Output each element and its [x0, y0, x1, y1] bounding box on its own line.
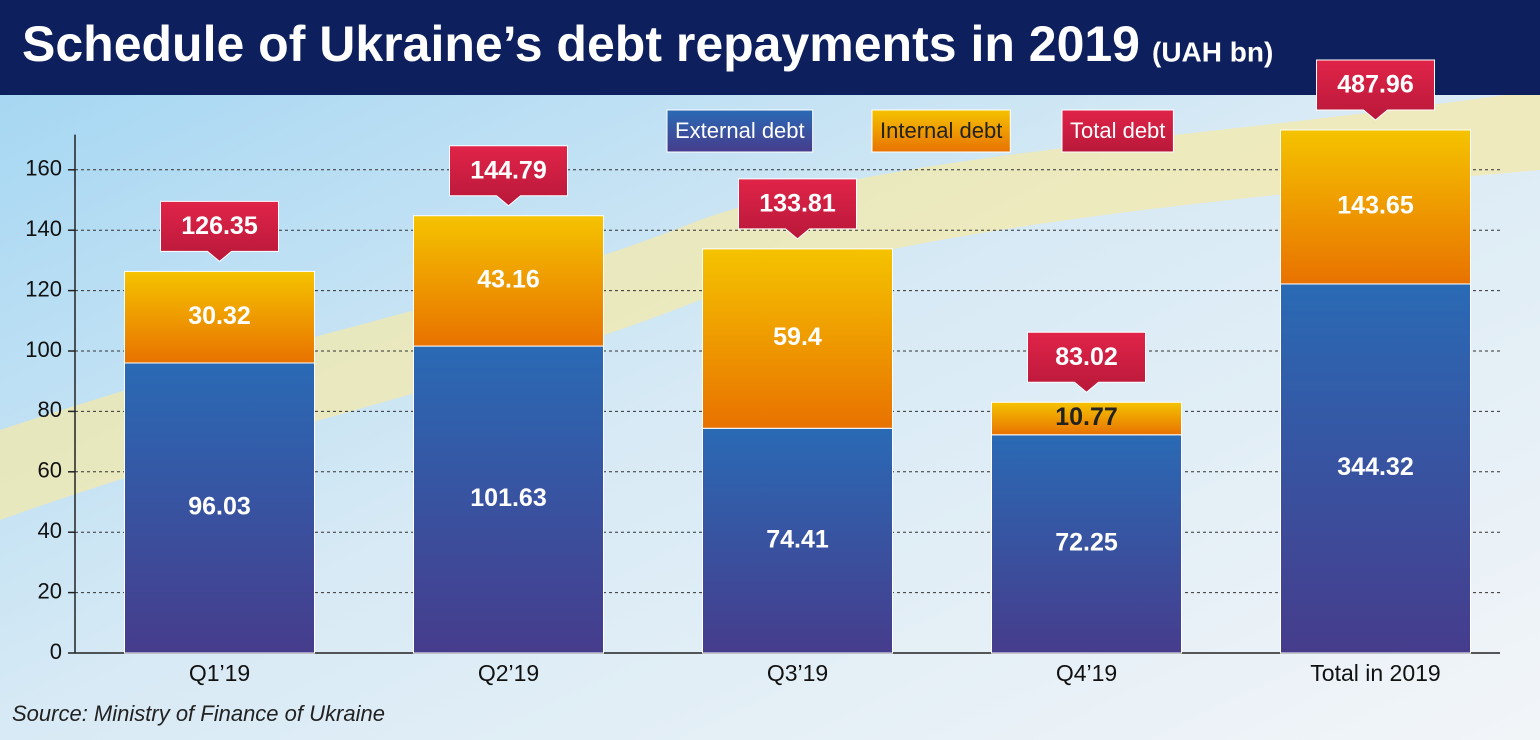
header-band: [0, 0, 1540, 95]
x-tick-label: Q2’19: [478, 660, 539, 686]
source-note: Source: Ministry of Finance of Ukraine: [12, 701, 385, 726]
total-callout: 126.35: [160, 200, 279, 263]
data-label: 96.03: [188, 493, 251, 521]
y-tick-label: 140: [25, 216, 62, 241]
y-tick-label: 20: [38, 578, 62, 603]
x-tick-label: Q4’19: [1056, 660, 1117, 686]
data-label: 30.32: [188, 302, 251, 330]
y-tick-label: 160: [25, 156, 62, 181]
callout-shape: [449, 145, 568, 207]
legend-swatch: [871, 109, 1011, 153]
chart-title: Schedule of Ukraine’s debt repayments in…: [22, 16, 1140, 72]
bar-segment: [702, 248, 893, 429]
total-label: 126.35: [181, 212, 258, 240]
data-label: 143.65: [1337, 192, 1414, 220]
y-tick-label: 120: [25, 276, 62, 301]
bar-segment: [413, 345, 604, 654]
x-tick-label: Total in 2019: [1310, 660, 1440, 686]
legend-label: External debt: [675, 118, 805, 143]
bar-segment: [991, 434, 1182, 654]
bar-segment: [124, 362, 315, 654]
total-callout: 487.96: [1316, 59, 1435, 121]
total-callout: 144.79: [449, 145, 568, 207]
legend-label: Internal debt: [880, 118, 1002, 143]
data-label: 74.41: [766, 525, 829, 553]
y-tick-label: 0: [50, 639, 62, 664]
callout-shape: [1027, 331, 1146, 393]
data-label: 344.32: [1337, 453, 1413, 481]
total-label: 83.02: [1055, 343, 1118, 371]
data-label: 59.4: [773, 323, 822, 351]
chart-subtitle: (UAH bn): [1152, 36, 1273, 67]
x-tick-label: Q3’19: [767, 660, 828, 686]
y-tick-label: 60: [38, 458, 62, 483]
total-label: 487.96: [1337, 71, 1413, 99]
total-label: 144.79: [470, 156, 546, 184]
total-callout: 83.02: [1027, 331, 1146, 393]
background-swoosh: [0, 90, 1540, 520]
callout-shape: [1316, 59, 1435, 121]
bar-segment: [1280, 129, 1471, 285]
bar-segment: [702, 427, 893, 654]
y-tick-label: 80: [38, 397, 62, 422]
bar-segment: [413, 215, 604, 347]
callout-shape: [738, 178, 857, 240]
legend-swatch: [666, 109, 814, 153]
bar-segment: [991, 401, 1182, 436]
total-callout: 133.81: [738, 178, 857, 240]
total-label: 133.81: [759, 190, 836, 218]
legend-swatch: [1061, 109, 1174, 153]
callout-shape: [160, 200, 279, 263]
legend-label: Total debt: [1070, 118, 1165, 143]
bar-segment: [1280, 283, 1471, 654]
data-label: 101.63: [470, 484, 546, 512]
y-tick-label: 100: [25, 337, 62, 362]
data-label: 72.25: [1055, 529, 1118, 557]
bar-segment: [124, 270, 315, 364]
data-label: 10.77: [1055, 403, 1118, 431]
y-tick-label: 40: [38, 518, 62, 543]
x-tick-label: Q1’19: [189, 660, 250, 686]
data-label: 43.16: [477, 266, 540, 294]
